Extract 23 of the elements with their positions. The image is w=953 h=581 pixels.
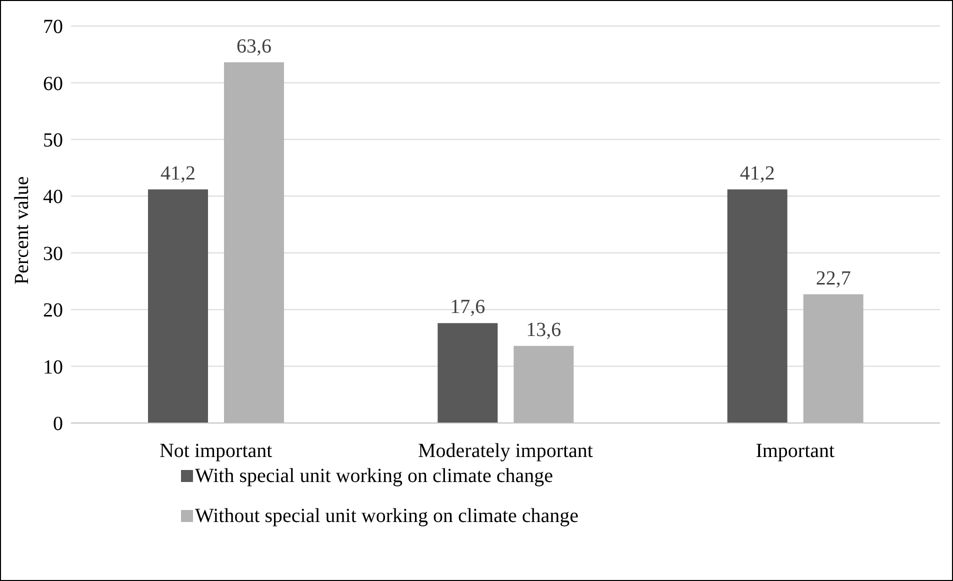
y-tick-label: 20 (43, 300, 63, 322)
x-tick-label: Not important (159, 440, 273, 462)
x-tick-label: Important (756, 440, 836, 462)
data-label: 17,6 (450, 296, 486, 318)
x-tick-label: Moderately important (418, 440, 594, 462)
bar (727, 189, 788, 423)
legend-label: With special unit working on climate change (195, 464, 553, 488)
y-tick-label: 30 (43, 242, 63, 265)
y-tick-label: 60 (43, 72, 63, 95)
bar (438, 323, 498, 423)
y-tick-label: 40 (43, 186, 63, 208)
data-label: 41,2 (160, 162, 196, 184)
data-label: 41,2 (740, 162, 775, 184)
y-axis-title: Percent value (11, 176, 34, 284)
y-tick-label: 50 (43, 130, 63, 152)
data-label: 22,7 (816, 267, 851, 290)
y-tick-label: 70 (43, 16, 63, 38)
legend-label: Without special unit working on climate change (195, 504, 579, 528)
y-tick-label: 0 (53, 413, 63, 436)
bar (148, 189, 208, 423)
data-label: 63,6 (236, 35, 272, 58)
data-label: 13,6 (526, 318, 562, 341)
y-tick-label: 10 (43, 356, 63, 378)
